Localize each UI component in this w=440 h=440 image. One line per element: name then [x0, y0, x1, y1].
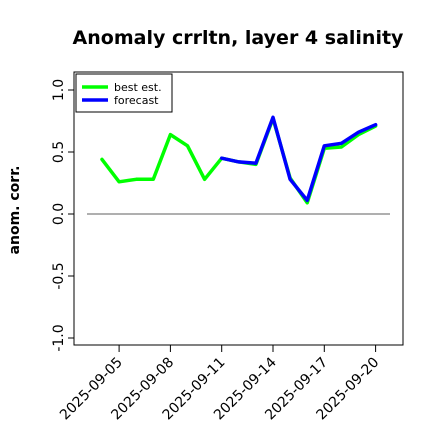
- x-axis: 2025-09-052025-09-082025-09-112025-09-14…: [57, 345, 382, 423]
- legend-box: [75, 73, 173, 113]
- y-tick-label: -0.5: [51, 262, 67, 289]
- y-axis-label: anom. corr.: [7, 166, 23, 255]
- y-tick-label: 0.5: [51, 141, 67, 163]
- y-tick-label: 1.0: [51, 79, 67, 101]
- legend-label: forecast: [114, 94, 159, 107]
- legend-label: best est.: [114, 81, 162, 94]
- plot-area: [73, 71, 404, 346]
- y-tick-label: -1.0: [51, 324, 67, 351]
- series-group: [100, 115, 378, 205]
- y-axis: -1.0 -0.5 0.0 0.5 1.0: [51, 79, 74, 352]
- y-tick-label: 0.0: [51, 203, 67, 225]
- legend: best est.forecast: [75, 73, 173, 113]
- chart-title: Anomaly crrltn, layer 4 salinity: [73, 27, 404, 49]
- series-line-forecast: [219, 115, 378, 203]
